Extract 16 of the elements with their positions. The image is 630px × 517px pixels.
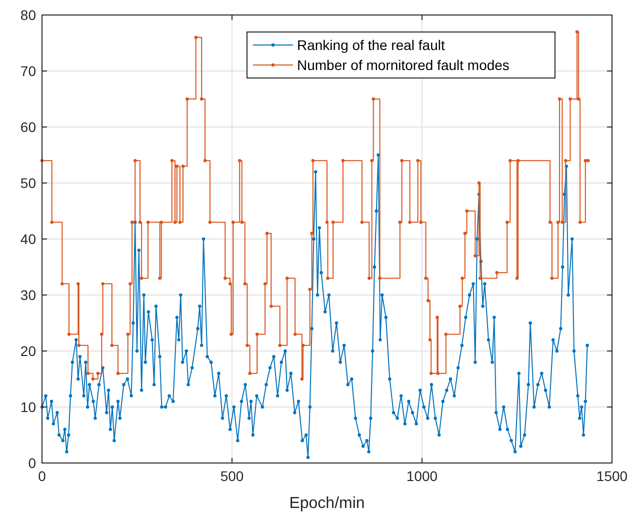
- legend-label: Ranking of the real fault: [297, 37, 445, 53]
- y-tick-label: 0: [28, 455, 36, 471]
- x-tick-label: 1500: [596, 468, 628, 484]
- y-tick-label: 70: [20, 63, 36, 79]
- y-tick-label: 80: [20, 7, 36, 23]
- legend-label: Number of mornitored fault modes: [297, 57, 510, 73]
- x-tick-label: 0: [38, 468, 46, 484]
- y-tick-label: 10: [20, 399, 36, 415]
- y-tick-label: 50: [20, 175, 36, 191]
- y-tick-label: 20: [20, 343, 36, 359]
- x-tick-label: 500: [220, 468, 244, 484]
- y-tick-label: 60: [20, 119, 36, 135]
- y-tick-label: 40: [20, 231, 36, 247]
- x-tick-label: 1000: [406, 468, 438, 484]
- y-tick-label: 30: [20, 287, 36, 303]
- x-axis-title: Epoch/min: [289, 495, 365, 512]
